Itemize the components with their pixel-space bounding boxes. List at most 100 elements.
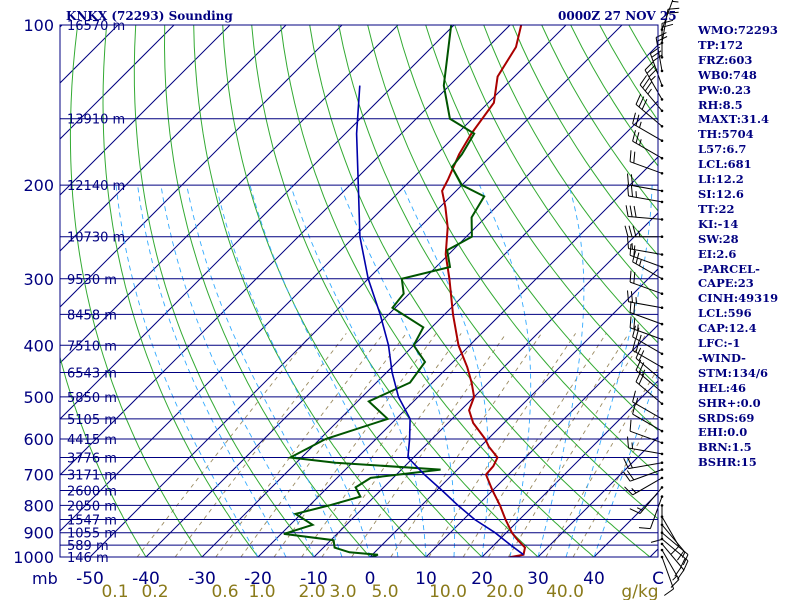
wind-barb-flag: [629, 316, 632, 328]
mixing-ratio-line: [462, 333, 607, 557]
index-entry: LFC:-1: [698, 336, 741, 351]
index-entry: TP:172: [698, 37, 744, 52]
isotherm-line: [89, 25, 623, 557]
height-label: 5105 m: [67, 413, 117, 428]
mixing-ratio-label: 2.0: [298, 582, 325, 600]
wind-barb-flag: [632, 112, 636, 124]
wind-barb-flag: [629, 243, 632, 256]
wind-barb-staff: [629, 312, 663, 325]
mixing-ratio-label: 20.0: [486, 582, 524, 600]
isotherm-line: [60, 25, 399, 364]
plot-frame: [59, 24, 659, 558]
mixing-ratio-label: 3.0: [329, 582, 356, 600]
wind-barb-staff: [629, 281, 663, 295]
wind-barb-staff: [639, 487, 663, 514]
temperature-tick-label: 0: [365, 569, 376, 589]
wind-barb-base: [660, 429, 664, 433]
wind-barb-base: [660, 486, 664, 489]
wind-barb-base: [660, 390, 664, 394]
wind-barb-staff: [628, 301, 663, 309]
sounding-time: 0000Z 27 NOV 25: [558, 9, 677, 23]
wind-barb-base: [660, 109, 664, 113]
wind-barb-staff: [644, 69, 663, 100]
isotherm-line: [60, 25, 287, 252]
wind-barb-flag: [627, 436, 629, 449]
isotherm-line: [481, 380, 658, 557]
wind-barb: [623, 457, 664, 470]
height-label: 1547 m: [67, 514, 117, 529]
mixing-ratio-line: [545, 367, 658, 557]
wind-barb: [632, 325, 664, 356]
wind-barb-base: [660, 452, 664, 456]
height-label: 3776 m: [67, 452, 117, 467]
wind-barb-staff: [632, 401, 663, 420]
wind-barb-base: [660, 28, 664, 31]
wind-barb-base: [660, 265, 664, 269]
isotherm-line: [60, 25, 567, 532]
wind-barb-flag: [627, 237, 629, 249]
temperature-tick-label: C: [652, 569, 664, 589]
mixing-ratio-unit-label: g/kg: [621, 582, 658, 600]
moist-adiabat-line: [339, 184, 456, 557]
wind-barb: [624, 476, 664, 496]
height-label: 589 m: [67, 539, 109, 554]
wind-barb-base: [660, 504, 664, 507]
isotherm-line: [313, 212, 658, 557]
wind-barb: [629, 301, 664, 326]
wind-barb-staff: [632, 261, 663, 280]
index-entry: -WIND-: [698, 350, 746, 365]
isotherm-line: [60, 25, 231, 196]
wind-barb-flag: [627, 457, 633, 469]
wind-barb-flag: [631, 488, 637, 494]
indices-panel: WMO:72293 TP:172 FRZ:603 WB0:748 PW:0.23 RH:8…: [698, 23, 798, 470]
wind-barb: [632, 390, 664, 421]
wind-barb-staff: [661, 516, 680, 547]
wind-barb: [660, 542, 685, 580]
pressure-tick-label: 100: [23, 16, 54, 35]
wind-barb: [660, 555, 675, 596]
index-entry: -PARCEL-: [698, 261, 760, 276]
wind-barb-base: [660, 218, 664, 221]
wind-barb-flag: [682, 554, 689, 566]
isotherm-line: [537, 436, 658, 557]
wind-barb-flag: [639, 259, 642, 266]
pressure-tick-label: 500: [23, 388, 54, 407]
wind-barb-flag: [679, 558, 686, 569]
wind-barb-base: [660, 156, 664, 160]
mixing-ratio-line: [321, 333, 480, 557]
wind-barb-staff: [661, 556, 675, 590]
pressure-tick-label: 600: [23, 430, 54, 449]
wind-barb-staff: [628, 195, 663, 203]
wind-barb-base: [660, 306, 664, 310]
temperature-tick-label: 10: [415, 569, 437, 589]
pressure-tick-label: 400: [23, 336, 54, 355]
wind-barb-flag: [638, 96, 645, 108]
wind-barb-flag: [635, 93, 642, 105]
mixing-ratio-line: [390, 333, 542, 557]
index-entry: TT:22: [698, 201, 735, 216]
wind-barb-flag: [629, 270, 632, 283]
index-entry: WMO:72293: [698, 23, 778, 37]
wind-barb-flag: [635, 341, 640, 353]
wind-barb-staff: [629, 254, 663, 268]
wind-barb-flag: [676, 569, 685, 580]
index-entry: EHI:0.0: [698, 425, 748, 440]
index-entry: FRZ:603: [698, 52, 753, 67]
wind-barb-staff: [628, 184, 663, 192]
height-label: 2600 m: [67, 485, 117, 500]
diagram-background-lines: [0, 25, 658, 557]
wind-barb-base: [660, 352, 664, 356]
wind-barb-flag: [630, 174, 633, 186]
height-label: 146 m: [67, 551, 109, 566]
wind-barb-flag: [676, 550, 685, 561]
wind-barb: [627, 290, 664, 310]
index-entry: MAXT:31.4: [698, 112, 769, 127]
wind-barb: [629, 316, 664, 341]
wind-barb-flag: [633, 151, 636, 164]
moist-adiabat-line: [537, 184, 585, 557]
height-label: 4415 m: [67, 433, 117, 448]
wind-barb-flag: [670, 579, 680, 588]
moist-adiabat-line: [186, 185, 343, 557]
isotherm-line: [0, 25, 6, 557]
dry-adiabat-line: [309, 25, 651, 557]
